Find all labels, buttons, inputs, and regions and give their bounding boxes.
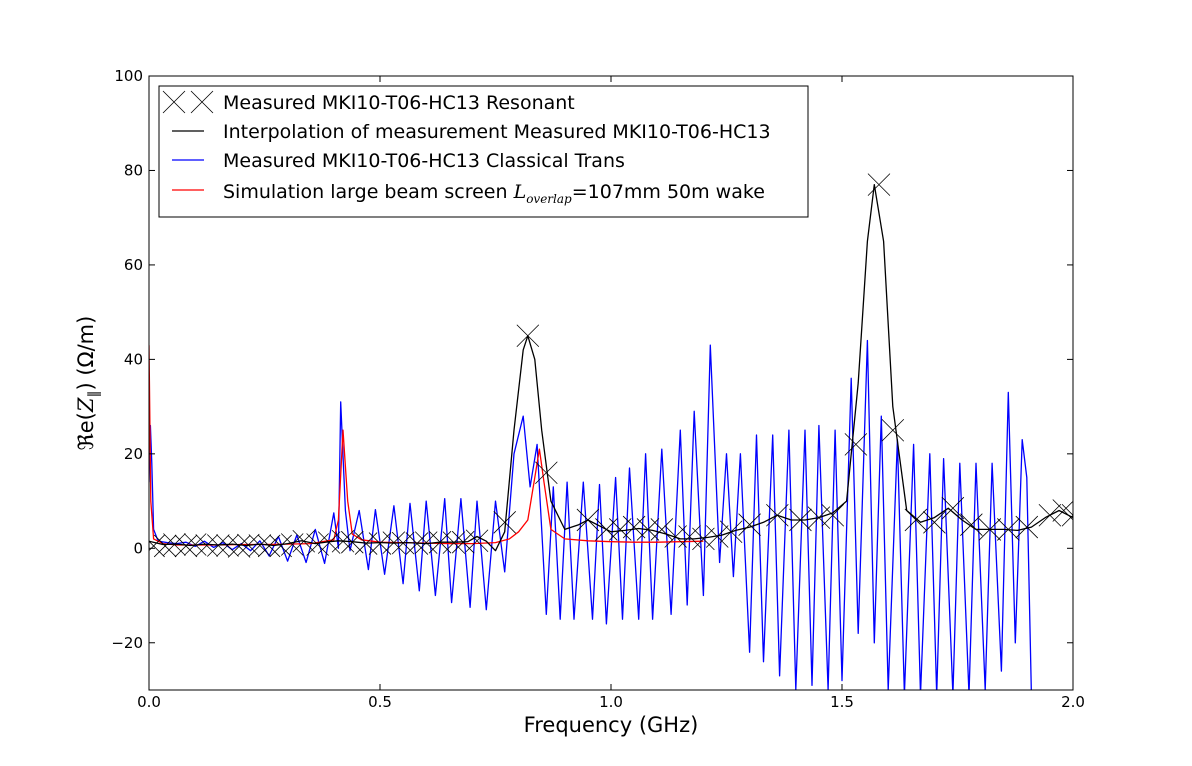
- legend-entry-resonant: Measured MKI10-T06-HC13 Resonant: [223, 92, 575, 114]
- data-point-marker: [1015, 515, 1039, 539]
- y-tick-label: 100: [114, 67, 143, 85]
- data-point-marker: [516, 324, 540, 348]
- data-point-marker: [1052, 499, 1073, 522]
- data-point-marker: [821, 503, 845, 527]
- data-point-marker: [789, 508, 812, 532]
- data-point-marker: [451, 530, 475, 554]
- data-point-marker: [183, 533, 207, 556]
- data-point-marker: [650, 518, 674, 541]
- data-point-marker: [227, 535, 251, 558]
- data-point-marker: [174, 534, 198, 558]
- data-point-marker: [331, 529, 355, 553]
- data-point-marker: [867, 173, 891, 196]
- data-point-marker: [257, 534, 281, 558]
- data-point-marker: [317, 531, 341, 554]
- legend-simulation-text-before: Simulation large beam screen: [223, 181, 514, 203]
- data-point-marker: [844, 433, 868, 456]
- legend-simulation-text-after: =107mm 50m wake: [572, 181, 765, 203]
- legend: Measured MKI10-T06-HC13 Resonant Interpo…: [158, 85, 809, 218]
- data-point-marker: [923, 511, 946, 534]
- data-point-marker: [904, 508, 928, 532]
- y-tick-label: 0: [133, 539, 143, 557]
- data-point-marker: [719, 520, 743, 544]
- data-point-marker: [535, 461, 558, 485]
- data-point-marker: [608, 518, 632, 541]
- data-point-marker: [1038, 503, 1062, 527]
- data-point-marker: [354, 532, 378, 555]
- data-point-marker: [248, 534, 272, 557]
- data-point-marker: [636, 518, 660, 541]
- data-point-marker: [237, 533, 260, 557]
- data-point-marker: [405, 532, 429, 555]
- y-axis-title-subscript: ∥: [86, 391, 102, 398]
- data-point-marker: [465, 529, 489, 553]
- x-tick-label: 0.5: [368, 693, 392, 711]
- y-tick-label: 20: [124, 445, 143, 463]
- data-point-marker: [692, 527, 715, 551]
- legend-simulation-math-symbol: L: [513, 181, 527, 203]
- data-point-marker: [442, 531, 466, 554]
- data-point-marker: [292, 529, 316, 553]
- legend-entry-classical-trans: Measured MKI10-T06-HC13 Classical Trans: [223, 150, 625, 172]
- x-tick-label: 1.0: [599, 693, 623, 711]
- y-tick-label: 40: [124, 350, 143, 368]
- data-point-marker: [941, 496, 965, 520]
- y-tick-label: −20: [111, 634, 143, 652]
- series-layer: [149, 173, 1073, 690]
- data-point-marker: [340, 530, 364, 554]
- series-line-1: [149, 183, 1073, 552]
- y-axis-title-symbol: Z: [74, 397, 98, 413]
- data-point-marker: [163, 533, 186, 556]
- series-markers-0: [149, 173, 1073, 558]
- legend-entry-interpolation: Interpolation of measurement Measured MK…: [223, 121, 771, 143]
- data-point-marker: [1061, 503, 1073, 527]
- data-point-marker: [576, 508, 600, 532]
- data-point-marker: [622, 515, 646, 539]
- data-point-marker: [306, 533, 329, 556]
- ticks-layer: 0.0 0.5 1.0 1.5 2.0 −20 0 20 40 60 80 100: [111, 67, 1085, 711]
- data-point-marker: [595, 518, 618, 541]
- data-point-marker: [678, 525, 701, 548]
- data-point-marker: [382, 531, 406, 554]
- legend-marker-x: [162, 90, 186, 114]
- x-tick-label: 1.5: [830, 693, 854, 711]
- data-point-marker: [705, 525, 729, 548]
- data-point-marker: [216, 534, 239, 557]
- legend-markers: [162, 90, 214, 191]
- legend-simulation-math-subscript: overlap: [526, 192, 572, 206]
- data-point-marker: [738, 513, 761, 536]
- data-point-marker: [207, 534, 230, 557]
- data-point-marker: [149, 534, 165, 558]
- x-tick-label: 2.0: [1061, 693, 1085, 711]
- series-line-2: [149, 339, 1032, 690]
- data-point-marker: [960, 513, 983, 536]
- x-tick-label: 0.0: [137, 693, 161, 711]
- data-point-marker: [978, 518, 1002, 541]
- data-point-marker: [807, 506, 831, 529]
- y-axis-title: ℜe(Z∥) (Ω/m): [74, 316, 102, 451]
- data-point-marker: [664, 525, 687, 548]
- data-point-marker: [766, 503, 789, 527]
- data-point-marker: [493, 511, 517, 534]
- legend-entry-simulation: Simulation large beam screen Loverlap=10…: [223, 181, 765, 206]
- data-point-marker: [153, 534, 177, 558]
- data-point-marker: [881, 418, 905, 442]
- data-point-marker: [269, 534, 292, 558]
- data-point-marker: [997, 518, 1020, 541]
- legend-marker-x: [190, 90, 214, 114]
- y-tick-label: 80: [124, 161, 143, 179]
- y-axis-title-suffix: ) (Ω/m): [74, 316, 98, 391]
- legend-box: [158, 85, 809, 218]
- x-axis-title: Frequency (GHz): [524, 713, 699, 737]
- y-tick-label: 60: [124, 256, 143, 274]
- data-point-marker: [195, 534, 219, 557]
- y-axis-title-prefix: ℜe(: [74, 412, 98, 450]
